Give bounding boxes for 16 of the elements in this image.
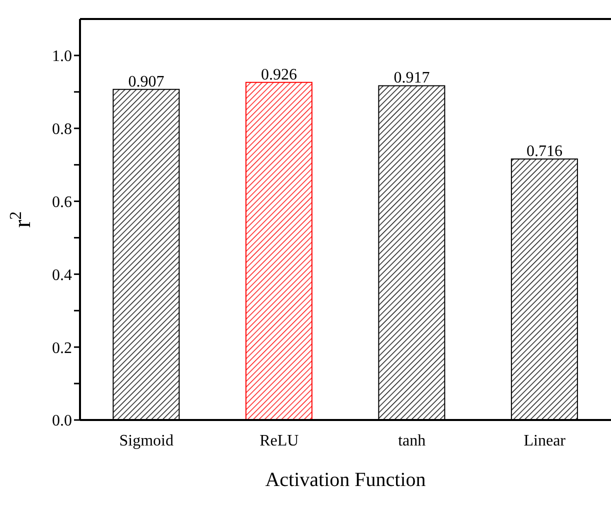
data-label: 0.907 bbox=[128, 73, 164, 90]
y-tick-label: 0.6 bbox=[52, 194, 72, 211]
x-tick-label: Sigmoid bbox=[119, 432, 174, 450]
bar bbox=[245, 82, 312, 420]
x-tick-label: ReLU bbox=[260, 432, 300, 450]
y-tick-label: 0.0 bbox=[52, 412, 72, 430]
x-tick-label: tanh bbox=[398, 432, 426, 450]
y-tick-label: 1.0 bbox=[52, 48, 72, 66]
y-tick-label: 0.8 bbox=[52, 121, 72, 138]
y-tick-label: 0.2 bbox=[52, 340, 72, 357]
data-label: 0.716 bbox=[526, 142, 562, 160]
x-axis-title: Activation Function bbox=[265, 469, 426, 491]
data-label: 0.917 bbox=[394, 70, 430, 87]
x-tick-label: Linear bbox=[524, 432, 566, 450]
y-tick-label: 0.4 bbox=[52, 266, 72, 284]
data-label: 0.926 bbox=[260, 66, 297, 84]
